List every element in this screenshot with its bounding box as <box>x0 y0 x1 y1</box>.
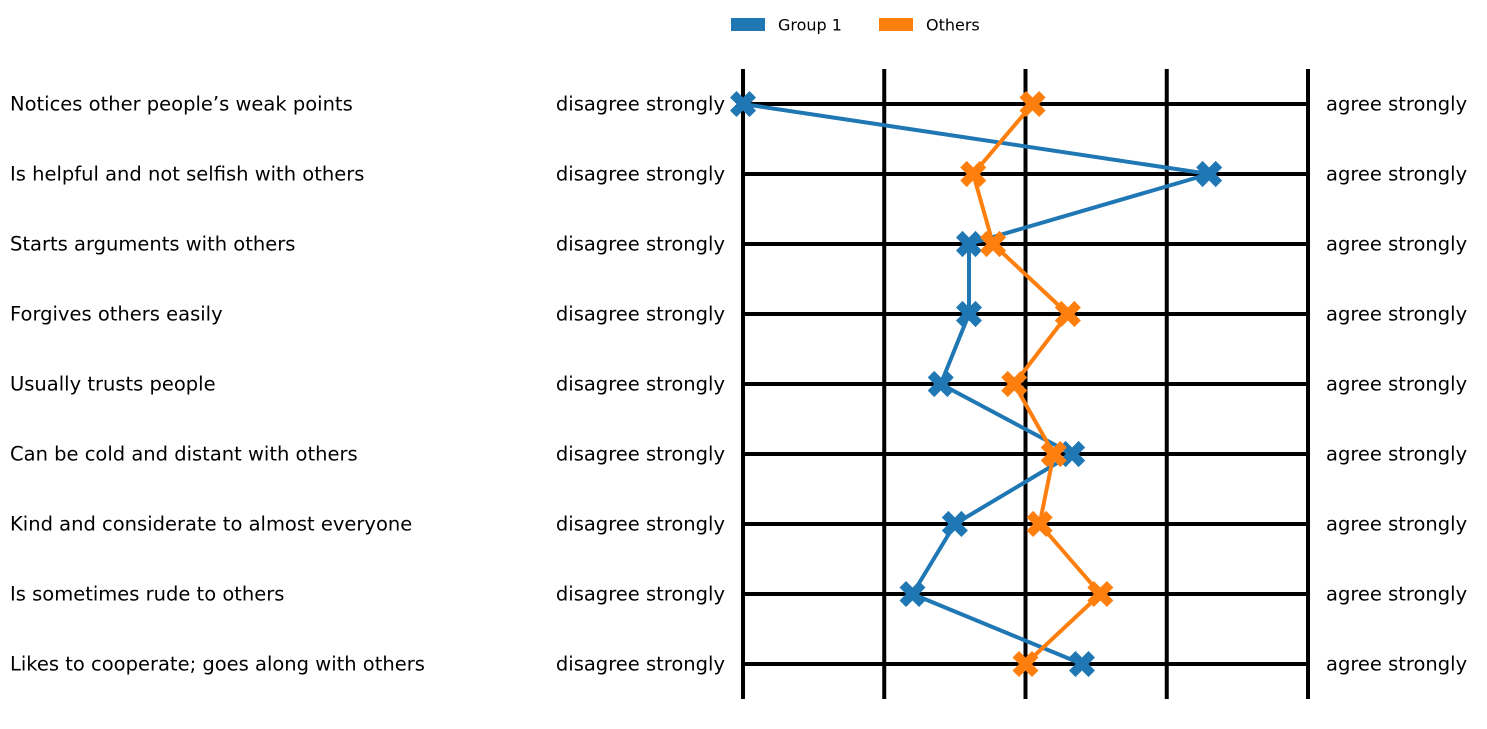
scale-high-label: agree strongly <box>1326 303 1467 326</box>
legend: Group 1 Others <box>731 16 980 35</box>
series-1-marker-1 <box>730 91 756 117</box>
scale-low-label: disagree strongly <box>556 373 725 396</box>
scale-low-label: disagree strongly <box>556 93 725 116</box>
item-label-1: Notices other people’s weak points <box>10 93 353 116</box>
series-2-marker-9 <box>1012 651 1039 677</box>
scale-high-label: agree strongly <box>1326 443 1467 466</box>
series-1-marker-8 <box>899 581 926 607</box>
series-2-marker-5 <box>1001 370 1028 398</box>
series-1-marker-4 <box>956 300 982 328</box>
scale-axes <box>741 69 1310 699</box>
scale-high-label: agree strongly <box>1326 373 1467 396</box>
item-label-8: Is sometimes rude to others <box>10 583 284 606</box>
item-label-6: Can be cold and distant with others <box>10 443 358 466</box>
scale-labels: disagree strongly agree strongly disagree … <box>556 93 1467 676</box>
item-label-2: Is helpful and not selfish with others <box>10 163 364 186</box>
legend-swatch-1 <box>731 18 765 31</box>
series-2-marker-3 <box>980 230 1007 258</box>
series-2-marker-4 <box>1054 300 1081 328</box>
scale-high-label: agree strongly <box>1326 163 1467 186</box>
series-2-marker-8 <box>1087 581 1114 607</box>
series-1-marker-2 <box>1196 160 1223 188</box>
scale-high-label: agree strongly <box>1326 653 1467 676</box>
item-label-3: Starts arguments with others <box>10 233 295 256</box>
series-2-marker-6 <box>1040 440 1067 468</box>
scale-low-label: disagree strongly <box>556 513 725 536</box>
scale-high-label: agree strongly <box>1326 583 1467 606</box>
series-1-marker-7 <box>941 510 968 537</box>
scale-high-label: agree strongly <box>1326 93 1467 116</box>
item-label-5: Usually trusts people <box>10 373 216 396</box>
item-label-7: Kind and considerate to almost everyone <box>10 513 412 536</box>
legend-label-2: Others <box>926 16 980 35</box>
item-labels: Notices other people’s weak points Is hel… <box>10 93 425 676</box>
scale-high-label: agree strongly <box>1326 233 1467 256</box>
scale-low-label: disagree strongly <box>556 583 725 606</box>
scale-high-label: agree strongly <box>1326 513 1467 536</box>
legend-swatch-2 <box>879 18 913 31</box>
series-2-marker-1 <box>1019 91 1046 117</box>
scale-low-label: disagree strongly <box>556 653 725 676</box>
series-markers <box>730 91 1223 677</box>
series-1-marker-3 <box>956 230 982 258</box>
series-2-marker-7 <box>1026 510 1053 537</box>
item-label-4: Forgives others easily <box>10 303 223 326</box>
series-2-marker-2 <box>960 160 987 188</box>
series-1-marker-9 <box>1069 651 1095 677</box>
scale-low-label: disagree strongly <box>556 303 725 326</box>
scale-low-label: disagree strongly <box>556 163 725 186</box>
series-1-marker-5 <box>927 370 954 398</box>
scale-low-label: disagree strongly <box>556 233 725 256</box>
scale-low-label: disagree strongly <box>556 443 725 466</box>
item-label-9: Likes to cooperate; goes along with othe… <box>10 653 425 676</box>
legend-label-1: Group 1 <box>778 16 842 35</box>
